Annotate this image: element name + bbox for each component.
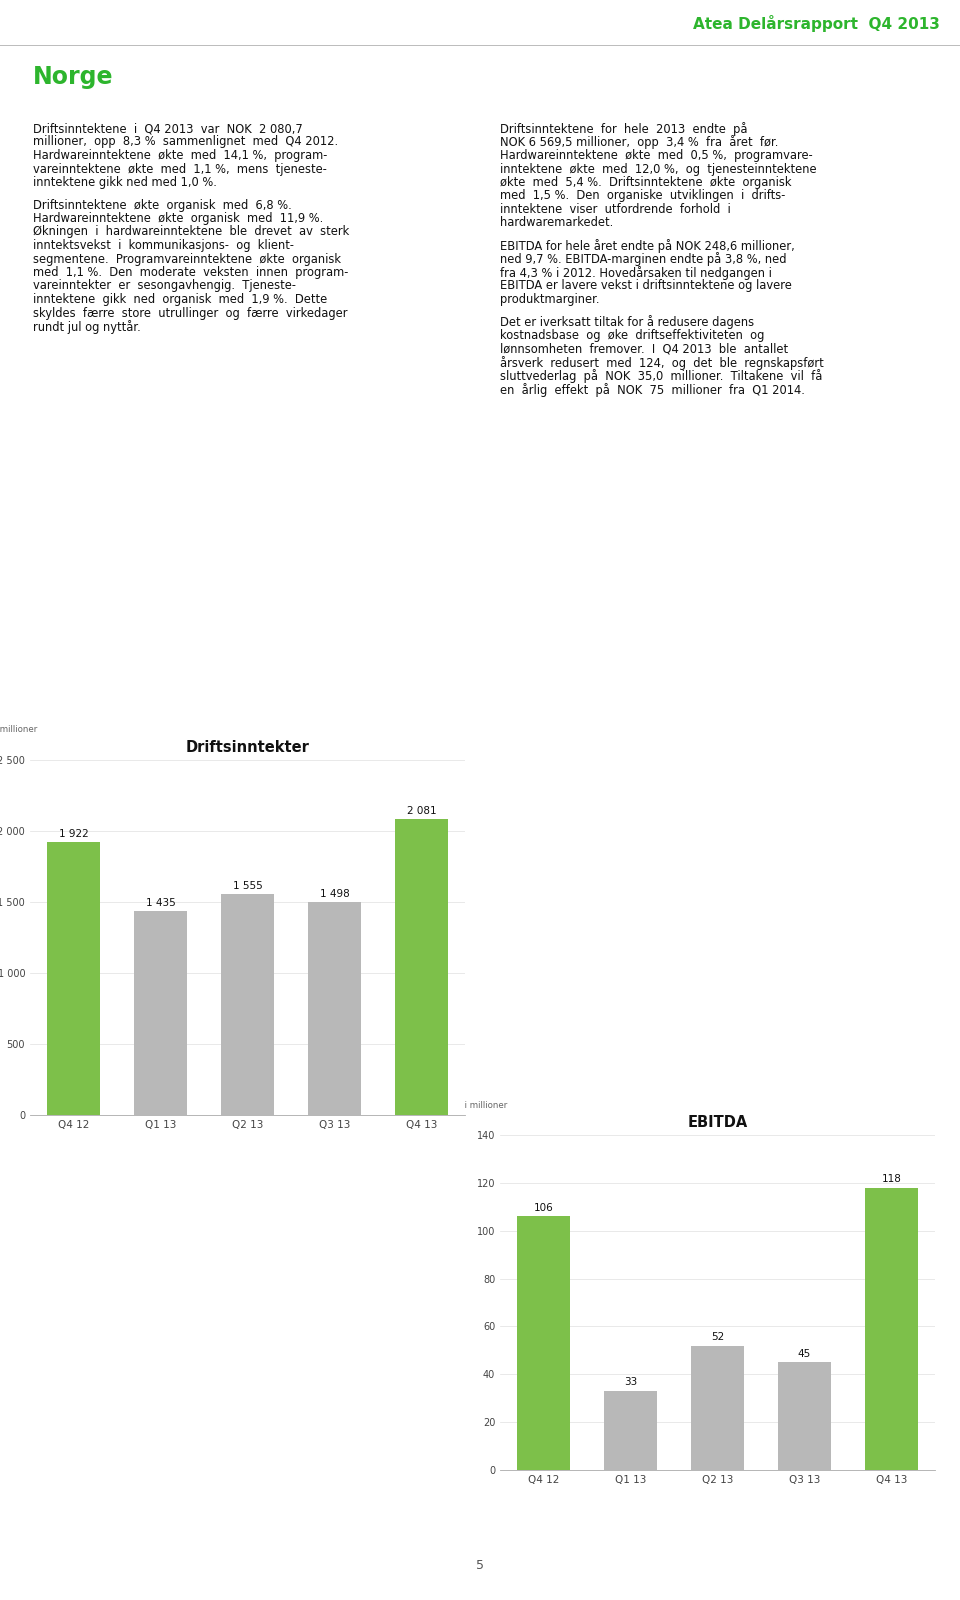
Text: 2 081: 2 081 (407, 806, 436, 816)
Text: driftskostnader  på  5,8 %  gjenspeiler  en  nedgang: driftskostnader på 5,8 % gjenspeiler en … (33, 1011, 332, 1026)
Text: 118: 118 (881, 1174, 901, 1184)
Text: Driftsinntektene  for  hele  2013  endte  på: Driftsinntektene for hele 2013 endte på (500, 122, 748, 136)
Text: 33: 33 (624, 1378, 637, 1387)
Text: millioner,  opp  8,3 %  sammenlignet  med  Q4 2012.: millioner, opp 8,3 % sammenlignet med Q4… (33, 136, 338, 149)
Text: EBITDA for hele året endte på NOK 248,6 millioner,: EBITDA for hele året endte på NOK 248,6 … (500, 238, 795, 253)
Text: skyldes  færre  store  utrullinger  og  færre  virkedager: skyldes færre store utrullinger og færre… (33, 307, 348, 320)
Text: NOK 6 569,5 millioner,  opp  3,4 %  fra  året  før.: NOK 6 569,5 millioner, opp 3,4 % fra åre… (500, 136, 779, 149)
Text: rundt jul og nyttår.: rundt jul og nyttår. (33, 320, 141, 334)
Text: fra 4,3 % i 2012. Hovedårsaken til nedgangen i: fra 4,3 % i 2012. Hovedårsaken til nedga… (500, 266, 772, 280)
Bar (307, 902, 362, 1115)
Text: 1 498: 1 498 (320, 890, 349, 899)
Text: Norge: Norge (33, 66, 113, 90)
Text: endte  på  12,3 %,  ned  fra  13,7 %  i  Q4 2012,  og  ble: endte på 12,3 %, ned fra 13,7 % i Q4 201… (33, 957, 355, 971)
Text: Driftsinntektene  i  Q4 2013  var  NOK  2 080,7: Driftsinntektene i Q4 2013 var NOK 2 080… (33, 122, 302, 134)
Text: 5,7 %,  mot  5,5 %  året  før.: 5,7 %, mot 5,5 % året før. (33, 1091, 196, 1106)
Bar (46, 842, 101, 1115)
Bar (133, 912, 187, 1115)
Text: 106: 106 (534, 1203, 553, 1213)
Text: 1 922: 1 922 (59, 829, 88, 838)
Text: millioner  som  følge  av  en  overgang  fra  en: millioner som følge av en overgang fra e… (33, 1051, 300, 1064)
Text: EBITDA er lavere vekst i driftsinntektene og lavere: EBITDA er lavere vekst i driftsinntekten… (500, 280, 792, 293)
Text: med  1,1 %.  Den  moderate  veksten  innen  program-: med 1,1 %. Den moderate veksten innen pr… (33, 266, 348, 278)
Text: inntektsvekst  i  kommunikasjons-  og  klient-: inntektsvekst i kommunikasjons- og klien… (33, 238, 294, 251)
Bar (395, 819, 448, 1115)
Text: i  antall  årsverk  på  33  ansatte  samt  en  engangs-: i antall årsverk på 33 ansatte samt en e… (33, 1024, 340, 1038)
Text: Driftsinntektene  økte  organisk  med  6,8 %.: Driftsinntektene økte organisk med 6,8 %… (33, 198, 292, 211)
Text: 5: 5 (476, 1558, 484, 1571)
Text: vareinntektene  økte  med  1,1 %,  mens  tjeneste-: vareinntektene økte med 1,1 %, mens tjen… (33, 163, 326, 176)
Text: påvirket  av  avtaler  med  høyt  volum  og  lave: påvirket av avtaler med høyt volum og la… (33, 971, 310, 984)
Title: Driftsinntekter: Driftsinntekter (185, 739, 309, 755)
Text: 45: 45 (798, 1349, 811, 1358)
Text: Hardwareinntektene  økte  organisk  med  11,9 %.: Hardwareinntektene økte organisk med 11,… (33, 211, 324, 226)
Text: en  årlig  effekt  på  NOK  75  millioner  fra  Q1 2014.: en årlig effekt på NOK 75 millioner fra … (500, 382, 804, 397)
Text: årsverk  redusert  med  124,  og  det  ble  regnskapsført: årsverk redusert med 124, og det ble reg… (500, 357, 824, 370)
Text: NOK i millioner: NOK i millioner (0, 725, 37, 733)
Text: med  1,5 %.  Den  organiske  utviklingen  i  drifts-: med 1,5 %. Den organiske utviklingen i d… (500, 189, 785, 203)
Text: 1 555: 1 555 (232, 882, 262, 891)
Text: Økningen  i  hardwareinntektene  ble  drevet  av  sterk: Økningen i hardwareinntektene ble drevet… (33, 226, 349, 238)
Text: inntektene  gikk  ned  organisk  med  1,9 %.  Dette: inntektene gikk ned organisk med 1,9 %. … (33, 293, 327, 306)
Text: segmentene.  Programvareinntektene  økte  organisk: segmentene. Programvareinntektene økte o… (33, 253, 341, 266)
Text: NOK i millioner: NOK i millioner (444, 1101, 508, 1110)
Text: vareinntekter  er  sesongavhengig.  Tjeneste-: vareinntekter er sesongavhengig. Tjenest… (33, 280, 296, 293)
Bar (865, 1187, 919, 1470)
Text: sluttvederlag  på  NOK  35,0  millioner.  Tiltakene  vil  få: sluttvederlag på NOK 35,0 millioner. Til… (500, 370, 823, 384)
Text: lønnsomheten  fremover.  I  Q4 2013  ble  antallet: lønnsomheten fremover. I Q4 2013 ble ant… (500, 342, 788, 355)
Text: ytelsesbasert  til  en  innskuddsbasert  pensjons-: ytelsesbasert til en innskuddsbasert pen… (33, 1066, 315, 1078)
Bar (690, 1346, 744, 1470)
Text: kostnadsbase  og  øke  driftseffektiviteten  og: kostnadsbase og øke driftseffektiviteten… (500, 330, 764, 342)
Bar (778, 1362, 831, 1470)
Text: Hardwareinntektene  økte  med  14,1 %,  program-: Hardwareinntektene økte med 14,1 %, prog… (33, 149, 327, 162)
Text: EBITDA  i  Q4 2013  økte  til  NOK  117,8  millioner,  opp: EBITDA i Q4 2013 økte til NOK 117,8 mill… (33, 930, 355, 942)
Bar (604, 1390, 658, 1470)
Text: reduksjon  i  pensjonskostnader  på  NOK  28,9: reduksjon i pensjonskostnader på NOK 28,… (33, 1038, 302, 1051)
Text: Hardwareinntektene  økte  med  0,5 %,  programvare-: Hardwareinntektene økte med 0,5 %, progr… (500, 149, 813, 162)
Text: inntektene gikk ned med 1,0 %.: inntektene gikk ned med 1,0 %. (33, 176, 217, 189)
Text: ned  fra  26,0 %  i  Q4 2012.  En  organisk  nedgang  i: ned fra 26,0 % i Q4 2012. En organisk ne… (33, 997, 342, 1011)
Bar (221, 894, 275, 1115)
Text: produktmarginer.: produktmarginer. (500, 293, 599, 306)
Text: marginer.  Samlet  bruttomargin  endte  på  23,8 %,: marginer. Samlet bruttomargin endte på 2… (33, 984, 332, 998)
Text: Atea Delårsrapport  Q4 2013: Atea Delårsrapport Q4 2013 (693, 14, 940, 32)
Text: hardwaremarkedet.: hardwaremarkedet. (500, 216, 613, 229)
Text: Det er iverksatt tiltak for å redusere dagens: Det er iverksatt tiltak for å redusere d… (500, 315, 755, 330)
Text: 52: 52 (710, 1331, 724, 1342)
Text: inntektene  økte  med  12,0 %,  og  tjenesteinntektene: inntektene økte med 12,0 %, og tjenestei… (500, 163, 817, 176)
Title: EBITDA: EBITDA (687, 1115, 748, 1130)
Text: ned 9,7 %. EBITDA-marginen endte på 3,8 %, ned: ned 9,7 %. EBITDA-marginen endte på 3,8 … (500, 253, 786, 267)
Text: fra  NOK  105,6  millioner  i  Q4 2012.  Produktmarginen: fra NOK 105,6 millioner i Q4 2012. Produ… (33, 944, 355, 957)
Bar (516, 1216, 570, 1470)
Text: inntektene  viser  utfordrende  forhold  i: inntektene viser utfordrende forhold i (500, 203, 731, 216)
Text: økte  med  5,4 %.  Driftsinntektene  økte  organisk: økte med 5,4 %. Driftsinntektene økte or… (500, 176, 791, 189)
Text: 1 435: 1 435 (146, 898, 176, 909)
Text: ordning  (se  note  6).  EBITDA-marginen  endte  på: ordning (se note 6). EBITDA-marginen end… (33, 1078, 328, 1093)
